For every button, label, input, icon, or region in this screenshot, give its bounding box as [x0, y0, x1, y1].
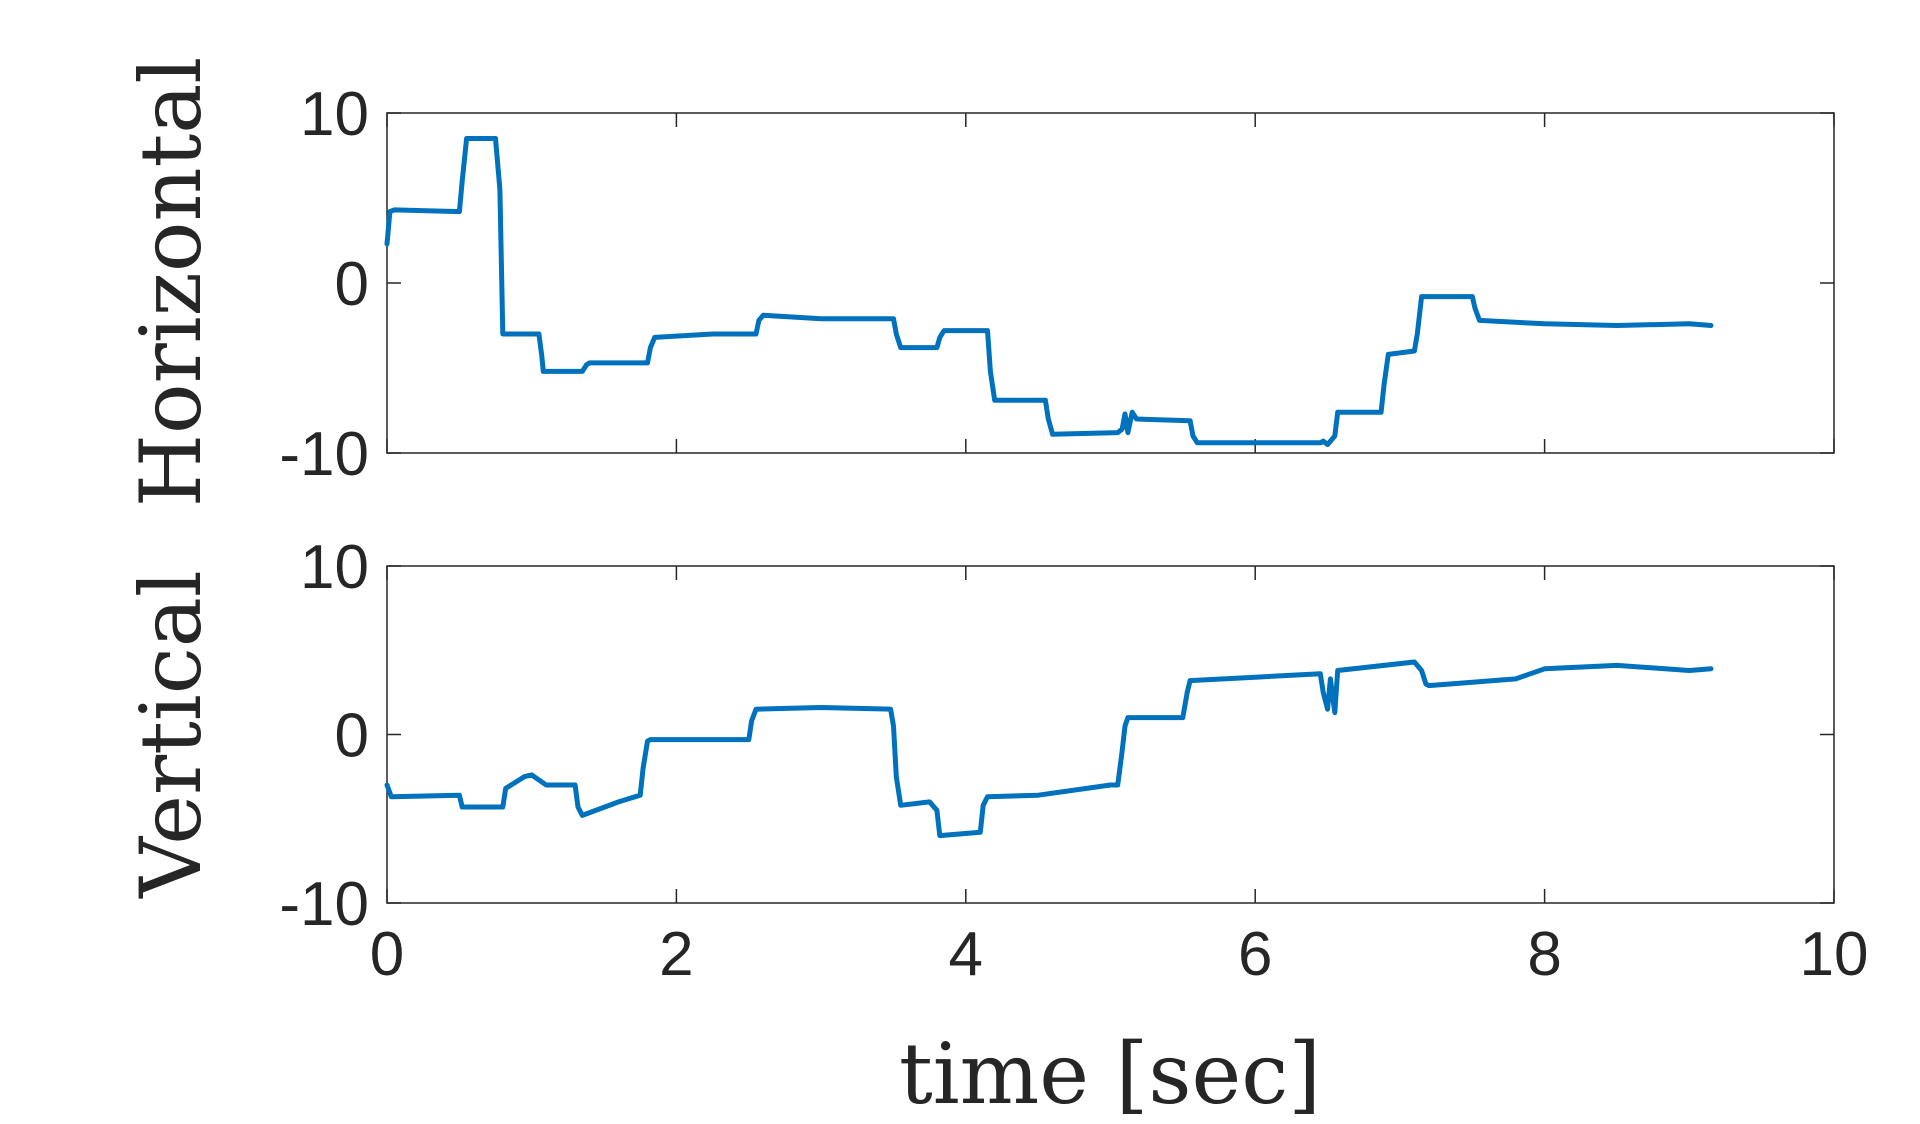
- vertical-y-axis-label: Vertical: [122, 570, 220, 898]
- horizontal-y-tick-labels: 10 0 -10: [279, 80, 369, 489]
- x-tick-label: 6: [1238, 920, 1272, 989]
- x-tick-label: 8: [1527, 920, 1561, 989]
- horizontal-series-line: [384, 136, 1714, 447]
- horizontal-y-axis-label: Horizontal: [122, 57, 220, 507]
- vertical-plot-frame: [386, 565, 1835, 904]
- x-tick-label: 2: [659, 920, 693, 989]
- vertical-ticks: [386, 565, 1835, 904]
- horizontal-panel: 10 0 -10 Horizontal: [122, 57, 1835, 507]
- y-tick-label: -10: [279, 870, 369, 939]
- x-tick-label: 0: [370, 920, 404, 989]
- horizontal-plot-frame: [386, 112, 1835, 454]
- y-tick-label: 10: [300, 80, 369, 149]
- vertical-y-tick-labels: 10 0 -10: [279, 533, 369, 939]
- y-tick-label: 0: [335, 250, 369, 319]
- x-tick-label: 10: [1800, 920, 1869, 989]
- x-tick-label: 4: [949, 920, 983, 989]
- x-axis-label: time [sec]: [899, 1025, 1321, 1123]
- y-tick-label: 0: [335, 702, 369, 771]
- vertical-panel: 100-10 0 2 4 6 8 10 Vertical time [sec]: [122, 533, 1868, 1123]
- vertical-series-line: [384, 659, 1714, 839]
- x-tick-labels: 0 2 4 6 8 10: [370, 920, 1869, 989]
- y-tick-label: -10: [279, 420, 369, 489]
- horizontal-ticks: [386, 112, 1835, 454]
- y-tick-label: 10: [300, 533, 369, 602]
